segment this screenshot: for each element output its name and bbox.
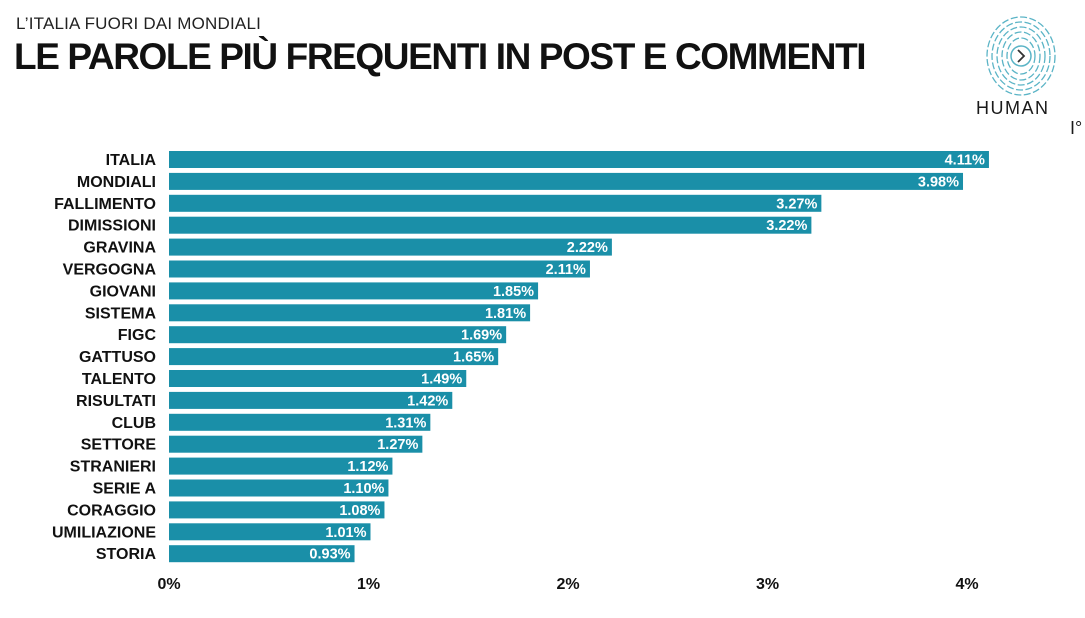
category-label: MONDIALI (77, 174, 156, 191)
category-label: STORIA (96, 546, 157, 563)
bar (169, 479, 389, 497)
category-label: UMILIAZIONE (52, 524, 156, 541)
category-label: GATTUSO (79, 349, 156, 366)
value-label: 1.27% (377, 437, 418, 453)
value-label: 4.11% (945, 153, 985, 169)
category-label: FIGC (118, 327, 157, 344)
value-label: 1.69% (461, 328, 502, 344)
bar (169, 501, 385, 519)
x-tick-label: 0% (157, 576, 180, 593)
bar (169, 370, 467, 387)
bar (169, 435, 423, 453)
category-label: GRAVINA (83, 240, 156, 257)
category-label: SETTORE (81, 437, 157, 454)
bar (169, 545, 355, 563)
value-label: 1.12% (347, 459, 388, 475)
value-label: 1.81% (485, 306, 526, 322)
x-tick-label: 4% (955, 576, 978, 593)
bar (169, 216, 812, 234)
category-label: CLUB (112, 415, 156, 432)
human-logo: HUMAN I° (976, 14, 1082, 139)
category-label: SERIE A (93, 481, 157, 498)
fingerprint-arrow-icon (986, 16, 1056, 96)
bar (169, 238, 612, 256)
value-label: 2.11% (546, 262, 586, 278)
value-label: 1.31% (385, 415, 426, 431)
value-label: 1.85% (493, 284, 534, 300)
x-tick-label: 2% (556, 576, 579, 593)
logo-mark: I° (1070, 118, 1083, 138)
bar (169, 391, 453, 409)
category-label: SISTEMA (85, 305, 157, 322)
bar (169, 304, 531, 322)
value-label: 0.93% (309, 547, 350, 563)
bar (169, 457, 393, 475)
x-tick-label: 3% (756, 576, 779, 593)
value-label: 1.01% (325, 525, 366, 541)
value-label: 1.65% (453, 350, 494, 366)
value-label: 3.22% (766, 218, 807, 234)
bar (169, 151, 989, 168)
chart-subtitle: L’ITALIA FUORI DAI MONDIALI (16, 14, 262, 33)
x-tick-label: 1% (357, 576, 380, 593)
category-label: ITALIA (106, 152, 157, 169)
bar (169, 348, 499, 366)
bar-chart: ITALIA 4.11% MONDIALI 3.98% FALLIMENTO 3.27% D… (52, 151, 989, 593)
chart-title: LE PAROLE PIÙ FREQUENTI IN POST E COMMEN… (14, 36, 867, 77)
category-label: RISULTATI (76, 393, 156, 410)
category-label: VERGOGNA (63, 262, 157, 279)
category-label: STRANIERI (70, 459, 156, 476)
bar (169, 194, 822, 212)
value-label: 1.08% (339, 503, 380, 519)
logo-text: HUMAN (976, 98, 1050, 118)
value-label: 3.98% (918, 174, 959, 190)
category-label: GIOVANI (90, 283, 156, 300)
bar (169, 172, 964, 190)
category-label: DIMISSIONI (68, 218, 156, 235)
value-label: 3.27% (776, 196, 817, 212)
bar (169, 260, 590, 278)
bar (169, 282, 539, 300)
value-label: 1.49% (421, 372, 462, 388)
category-label: TALENTO (82, 371, 156, 388)
bar (169, 413, 431, 431)
value-label: 1.42% (407, 393, 448, 409)
value-label: 1.10% (343, 481, 384, 497)
value-label: 2.22% (567, 240, 608, 256)
bar (169, 523, 371, 541)
category-label: CORAGGIO (67, 502, 156, 519)
bar (169, 326, 507, 344)
category-label: FALLIMENTO (54, 196, 156, 213)
